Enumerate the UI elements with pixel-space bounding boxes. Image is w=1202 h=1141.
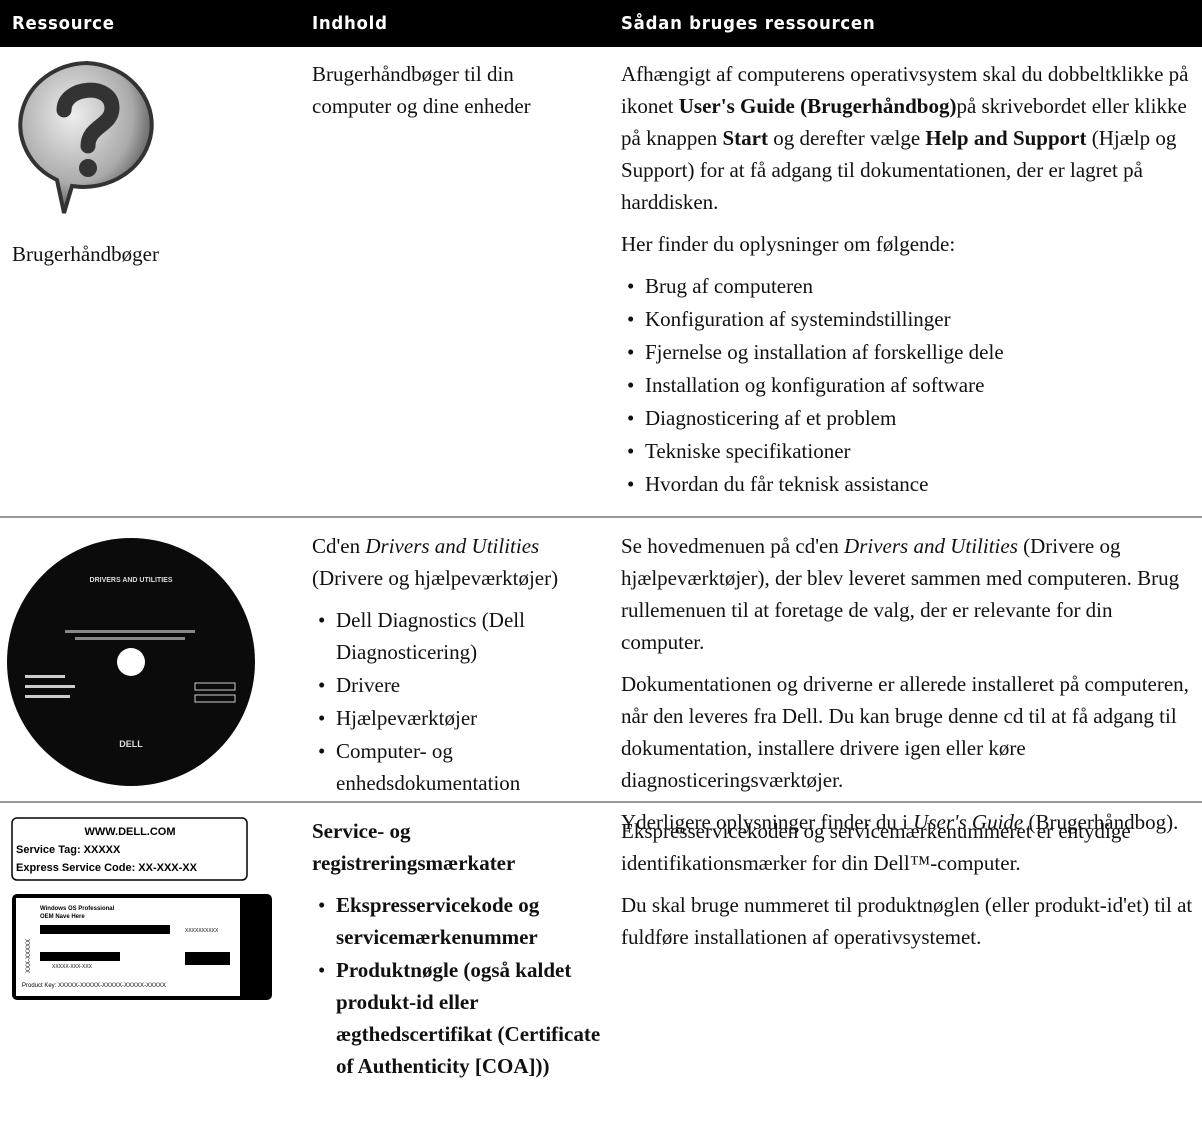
list-item: Fjernelse og installation af forskellige… [621,336,1199,368]
help-icon [18,60,154,214]
list-item: Ekspresservicekode og servicemærkenummer [312,889,610,953]
row-separator [0,516,1202,518]
label-text: XXXXX-XXX-XXX [52,964,93,970]
text-run: på skrivebordet eller klikke på knappen [621,94,1187,150]
label-text: Windows OS Professional [40,906,115,912]
column-header: Ressource [12,13,115,34]
text-run: Yderligere oplysninger finder du i [621,810,914,834]
text-run: Ekspresservicekode og servicemærkenummer [336,893,540,949]
text-run: Drivers and Utilities [365,534,540,558]
label-images: WWW.DELL.COM Service Tag: XXXXX Express … [11,817,272,1000]
list-item: Computer- og enhedsdokumentation [312,735,597,799]
paragraph: Yderligere oplysninger finder du i User'… [621,806,1199,838]
text-run: Brugerhåndbøger til din computer og dine… [312,62,531,118]
label-text: Service Tag: XXXXX [16,844,121,856]
text-run: Afhængigt af computerens operativsystem … [621,62,1189,118]
usage: Ekspresservicekoden og servicemærkenumme… [621,815,1199,953]
usage: Afhængigt af computerens operativsystem … [621,58,1199,500]
text-run: Her finder du oplysninger om følgende: [621,232,956,256]
text-run: Installation og konfiguration af softwar… [645,373,985,397]
text-run: Produktnøgle (også kaldet produkt-id ell… [336,958,601,1078]
list-item: Produktnøgle (også kaldet produkt-id ell… [312,954,610,1082]
label-text: OEM Nave Here [40,914,85,920]
paragraph: Cd'en Drivers and Utilities (Drivere og … [312,530,597,594]
text-run: Se hovedmenuen på cd'en [621,534,845,558]
cd-text: DRIVERS AND UTILITIES [90,577,173,584]
paragraph: Afhængigt af computerens operativsystem … [621,58,1199,218]
text-run: Brug af computeren [645,274,813,298]
header-bar: Ressource Indhold Sådan bruges ressource… [0,0,1202,47]
list-item: Diagnosticering af et problem [621,402,1199,434]
paragraph: Service- og registreringsmærkater [312,815,610,879]
paragraph: Her finder du oplysninger om følgende: [621,228,1199,260]
row-separator [0,801,1202,803]
text-run: Computer- og enhedsdokumentation [336,739,521,795]
text-run: Start [722,126,768,150]
list-item: Hjælpeværktøjer [312,702,597,734]
contents: Service- og registreringsmærkater Ekspres… [312,815,610,1082]
list-item: Brug af computeren [621,270,1199,302]
paragraph: Brugerhåndbøger til din computer og dine… [312,58,592,122]
text-run: Diagnosticering af et problem [645,406,897,430]
text-run: Drivere [336,673,401,697]
text-run: (Hjælp og Support) for at få adgang til … [621,126,1177,214]
text-run: (Drivere og hjælpeværktøjer), der blev l… [621,534,1180,654]
resource-caption: Brugerhåndbøger [12,242,159,266]
text-run: Ekspresservicekoden og servicemærkenumme… [621,819,1131,875]
list-item: Drivere [312,669,597,701]
text-run: Dell Diagnostics (Dell Diagnosticering) [336,608,525,664]
paragraph: Se hovedmenuen på cd'en Drivers and Util… [621,530,1199,658]
list-item: Hvordan du får teknisk assistance [621,468,1199,500]
list-item: Dell Diagnostics (Dell Diagnosticering) [312,604,597,668]
text-run: User's Guide (Brugerhåndbog) [678,94,957,118]
label-text: Product Key: XXXXX-XXXXX-XXXXX-XXXXX-XXX… [22,983,166,989]
label-text: XXXXXXXXXX [185,928,219,934]
column-header: Sådan bruges ressourcen [621,13,876,34]
cd-text: DELL [119,739,143,749]
column-header: Indhold [312,13,388,34]
text-run: Cd'en [312,534,366,558]
usage: Se hovedmenuen på cd'en Drivers and Util… [621,530,1199,838]
text-run: Drivers and Utilities [844,534,1018,558]
text-run: User's Guide [913,810,1024,834]
text-run: Help and Support [925,126,1087,150]
text-run: Fjernelse og installation af forskellige… [645,340,1004,364]
text-run: Hjælpeværktøjer [336,706,478,730]
paragraph: Ekspresservicekoden og servicemærkenumme… [621,815,1199,879]
label-text: Express Service Code: XX-XXX-XX [16,862,198,874]
text-run: (Brugerhåndbog). [1023,810,1179,834]
paragraph: Du skal bruge nummeret til produktnøglen… [621,889,1199,953]
text-run: og derefter vælge [767,126,926,150]
text-run: Du skal bruge nummeret til produktnøglen… [621,893,1193,949]
text-run: Tekniske specifikationer [645,439,851,463]
contents: Cd'en Drivers and Utilities (Drivere og … [312,530,597,799]
text-run: Service- og registreringsmærkater [312,819,516,875]
text-run: Hvordan du får teknisk assistance [645,472,929,496]
paragraph: Dokumentationen og driverne er allerede … [621,668,1199,796]
text-run: (Drivere og hjælpeværktøjer) [312,566,559,590]
list-item: Installation og konfiguration af softwar… [621,369,1199,401]
label-text: XXX-XXXXX [26,939,32,973]
list-item: Konfiguration af systemindstillinger [621,303,1199,335]
text-run: Konfiguration af systemindstillinger [645,307,951,331]
contents: Brugerhåndbøger til din computer og dine… [312,58,592,122]
text-run: Dokumentationen og driverne er allerede … [621,672,1189,792]
list-item: Tekniske specifikationer [621,435,1199,467]
cd-image: DRIVERS AND UTILITIES DELL [7,538,255,786]
label-text: WWW.DELL.COM [84,826,175,838]
